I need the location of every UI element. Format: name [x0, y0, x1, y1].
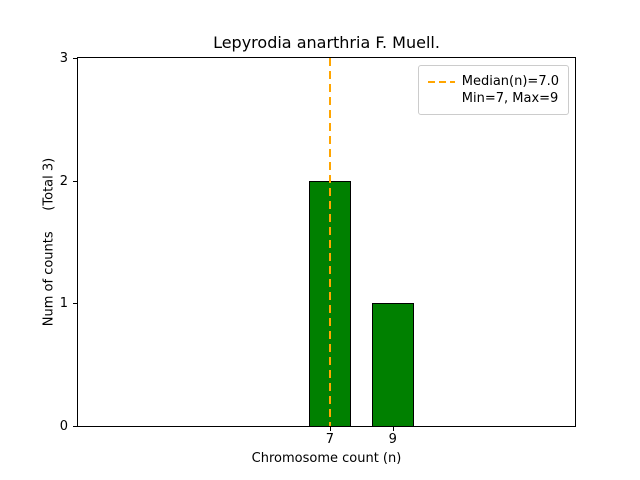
y-tick-mark: [73, 58, 77, 59]
y-tick-label-0: 0: [59, 419, 68, 434]
y-tick-label-1: 1: [59, 296, 68, 312]
plot-area: Median(n)=7.0 Min=7, Max=9: [77, 57, 576, 427]
x-axis-label: Chromosome count (n): [251, 451, 402, 466]
y-tick-label-3: 3: [59, 51, 68, 66]
y-tick-label-2: 2: [59, 173, 68, 189]
y-tick-mark: [73, 180, 77, 182]
x-tick-label-9: 9: [388, 432, 397, 447]
bar-n9: [371, 303, 414, 426]
median-line: [328, 58, 331, 426]
median-dashed-line-sample: [427, 80, 455, 83]
legend-label-minmax: Min=7, Max=9: [461, 91, 559, 106]
empty-legend-sample: [428, 98, 455, 100]
legend-row-median: Median(n)=7.0: [427, 73, 559, 90]
legend: Median(n)=7.0 Min=7, Max=9: [417, 65, 569, 115]
y-tick-mark: [73, 426, 77, 427]
legend-label-median: Median(n)=7.0: [461, 74, 559, 89]
x-tick-mark: [329, 427, 331, 431]
chart-title: Lepyrodia anarthria F. Muell.: [213, 33, 440, 52]
x-tick-label-7: 7: [325, 432, 335, 447]
legend-row-minmax: Min=7, Max=9: [428, 90, 559, 107]
y-tick-mark: [73, 303, 77, 305]
x-tick-mark: [392, 427, 394, 431]
